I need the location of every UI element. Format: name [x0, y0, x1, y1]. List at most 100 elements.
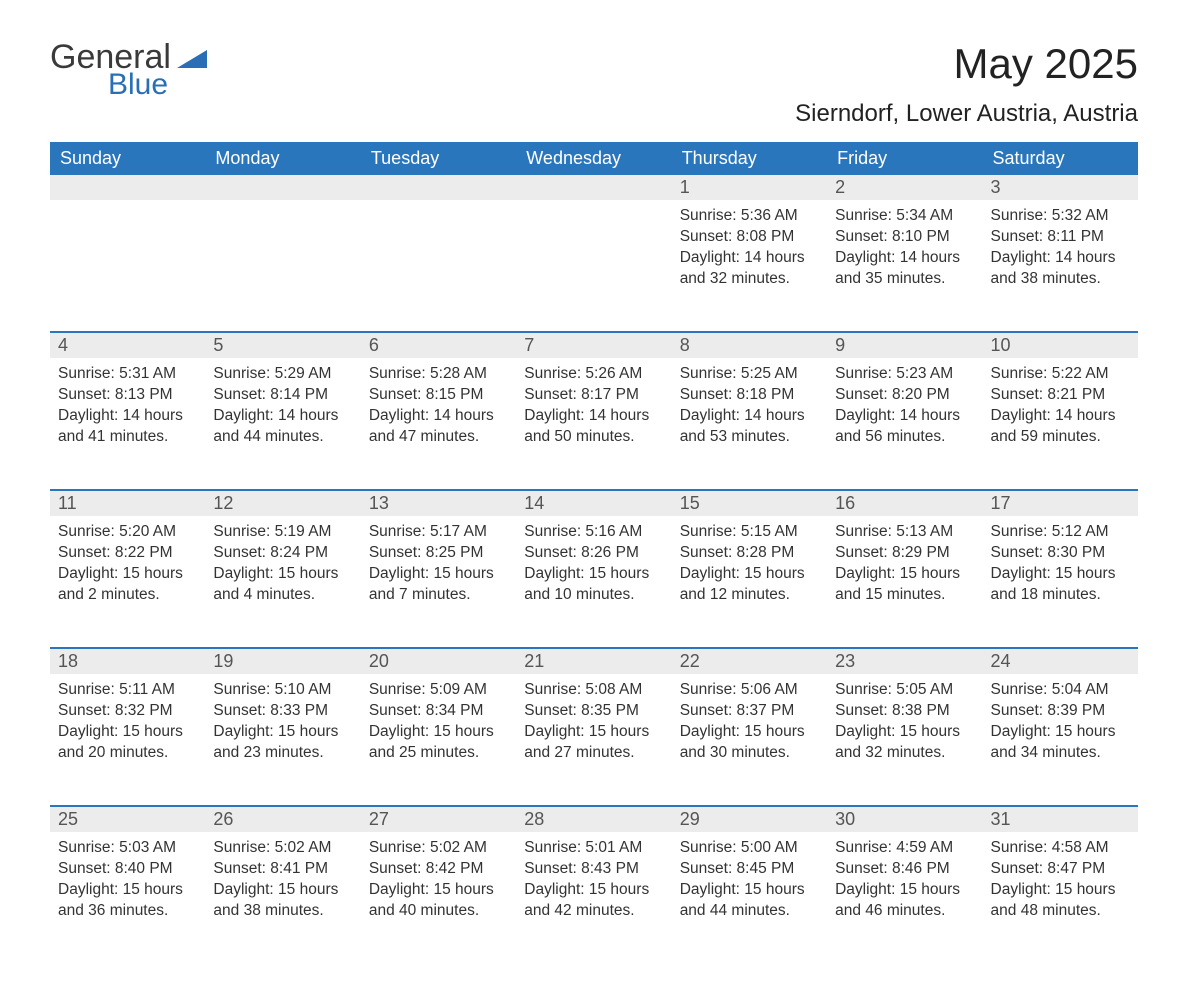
- weekday-header: Saturday: [983, 142, 1138, 175]
- sunset-line: Sunset: 8:14 PM: [213, 385, 352, 406]
- sunset-line: Sunset: 8:42 PM: [369, 859, 508, 880]
- day-content-cell: [516, 200, 671, 332]
- day-content-row: Sunrise: 5:31 AMSunset: 8:13 PM Daylight:…: [50, 358, 1138, 490]
- day-number-row: 11121314151617: [50, 490, 1138, 516]
- sunset-line: Sunset: 8:17 PM: [524, 385, 663, 406]
- day-content-cell: Sunrise: 5:13 AMSunset: 8:29 PMDaylight:…: [827, 516, 982, 648]
- daylight-line2: and 12 minutes.: [680, 585, 819, 606]
- day-content-cell: Sunrise: 5:08 AMSunset: 8:35 PMDaylight:…: [516, 674, 671, 806]
- day-number-cell: 25: [50, 806, 205, 832]
- daylight-line2: and 23 minutes.: [213, 743, 352, 764]
- day-content-cell: Sunrise: 4:59 AMSunset: 8:46 PMDaylight:…: [827, 832, 982, 964]
- sunset-line: Sunset: 8:35 PM: [524, 701, 663, 722]
- day-content-cell: [205, 200, 360, 332]
- sunrise-line: Sunrise: 5:10 AM: [213, 680, 352, 701]
- daylight-line1: Daylight: 14 hours: [835, 406, 974, 427]
- logo-word2: Blue: [108, 68, 171, 102]
- sunset-line: Sunset: 8:43 PM: [524, 859, 663, 880]
- daylight-line1: Daylight: 14 hours: [524, 406, 663, 427]
- day-number-cell: [516, 175, 671, 200]
- daylight-line1: Daylight: 15 hours: [524, 722, 663, 743]
- sunset-line: Sunset: 8:13 PM: [58, 385, 197, 406]
- day-content-cell: Sunrise: 5:28 AMSunset: 8:15 PMDaylight:…: [361, 358, 516, 490]
- sunrise-line: Sunrise: 5:06 AM: [680, 680, 819, 701]
- day-number-cell: 17: [983, 490, 1138, 516]
- day-number-cell: 8: [672, 332, 827, 358]
- day-number-cell: 24: [983, 648, 1138, 674]
- sunset-line: Sunset: 8:18 PM: [680, 385, 819, 406]
- sunrise-line: Sunrise: 5:28 AM: [369, 364, 508, 385]
- sunset-line: Sunset: 8:45 PM: [680, 859, 819, 880]
- day-content-cell: Sunrise: 5:25 AMSunset: 8:18 PMDaylight:…: [672, 358, 827, 490]
- sunset-line: Sunset: 8:33 PM: [213, 701, 352, 722]
- daylight-line1: Daylight: 15 hours: [213, 722, 352, 743]
- day-number-cell: 23: [827, 648, 982, 674]
- daylight-line1: Daylight: 15 hours: [213, 564, 352, 585]
- daylight-line2: and 59 minutes.: [991, 427, 1130, 448]
- day-content-cell: Sunrise: 5:36 AMSunset: 8:08 PMDaylight:…: [672, 200, 827, 332]
- day-content-cell: Sunrise: 5:09 AMSunset: 8:34 PMDaylight:…: [361, 674, 516, 806]
- daylight-line1: Daylight: 15 hours: [369, 564, 508, 585]
- day-number-cell: 15: [672, 490, 827, 516]
- daylight-line2: and 44 minutes.: [680, 901, 819, 922]
- daylight-line1: Daylight: 15 hours: [369, 722, 508, 743]
- daylight-line2: and 40 minutes.: [369, 901, 508, 922]
- weekday-header: Thursday: [672, 142, 827, 175]
- weekday-header: Wednesday: [516, 142, 671, 175]
- sunrise-line: Sunrise: 5:01 AM: [524, 838, 663, 859]
- sunset-line: Sunset: 8:24 PM: [213, 543, 352, 564]
- daylight-line1: Daylight: 15 hours: [524, 564, 663, 585]
- day-content-cell: Sunrise: 5:10 AMSunset: 8:33 PMDaylight:…: [205, 674, 360, 806]
- day-number-cell: 16: [827, 490, 982, 516]
- day-number-cell: 28: [516, 806, 671, 832]
- day-number-cell: 11: [50, 490, 205, 516]
- sunrise-line: Sunrise: 5:16 AM: [524, 522, 663, 543]
- day-content-cell: Sunrise: 5:26 AMSunset: 8:17 PMDaylight:…: [516, 358, 671, 490]
- day-content-cell: Sunrise: 5:29 AMSunset: 8:14 PMDaylight:…: [205, 358, 360, 490]
- daylight-line1: Daylight: 14 hours: [369, 406, 508, 427]
- daylight-line2: and 36 minutes.: [58, 901, 197, 922]
- sunrise-line: Sunrise: 5:34 AM: [835, 206, 974, 227]
- daylight-line1: Daylight: 15 hours: [835, 722, 974, 743]
- sunrise-line: Sunrise: 5:23 AM: [835, 364, 974, 385]
- daylight-line1: Daylight: 15 hours: [991, 880, 1130, 901]
- sunrise-line: Sunrise: 5:11 AM: [58, 680, 197, 701]
- day-content-cell: [361, 200, 516, 332]
- day-content-cell: [50, 200, 205, 332]
- daylight-line2: and 30 minutes.: [680, 743, 819, 764]
- daylight-line2: and 42 minutes.: [524, 901, 663, 922]
- sunrise-line: Sunrise: 5:25 AM: [680, 364, 819, 385]
- sunset-line: Sunset: 8:34 PM: [369, 701, 508, 722]
- day-content-cell: Sunrise: 5:19 AMSunset: 8:24 PMDaylight:…: [205, 516, 360, 648]
- daylight-line1: Daylight: 15 hours: [213, 880, 352, 901]
- logo: General Blue: [50, 40, 207, 102]
- sunrise-line: Sunrise: 5:31 AM: [58, 364, 197, 385]
- daylight-line2: and 10 minutes.: [524, 585, 663, 606]
- weekday-header: Sunday: [50, 142, 205, 175]
- day-number-cell: 26: [205, 806, 360, 832]
- sunrise-line: Sunrise: 5:29 AM: [213, 364, 352, 385]
- day-number-cell: 30: [827, 806, 982, 832]
- daylight-line2: and 4 minutes.: [213, 585, 352, 606]
- day-number-cell: 14: [516, 490, 671, 516]
- sunrise-line: Sunrise: 5:00 AM: [680, 838, 819, 859]
- daylight-line1: Daylight: 15 hours: [369, 880, 508, 901]
- sunrise-line: Sunrise: 5:02 AM: [369, 838, 508, 859]
- day-content-cell: Sunrise: 5:34 AMSunset: 8:10 PMDaylight:…: [827, 200, 982, 332]
- sunset-line: Sunset: 8:47 PM: [991, 859, 1130, 880]
- sunrise-line: Sunrise: 5:19 AM: [213, 522, 352, 543]
- sunset-line: Sunset: 8:41 PM: [213, 859, 352, 880]
- sunset-line: Sunset: 8:46 PM: [835, 859, 974, 880]
- daylight-line2: and 2 minutes.: [58, 585, 197, 606]
- sunset-line: Sunset: 8:38 PM: [835, 701, 974, 722]
- day-number-cell: 18: [50, 648, 205, 674]
- location-subtitle: Sierndorf, Lower Austria, Austria: [795, 100, 1138, 128]
- day-number-cell: 7: [516, 332, 671, 358]
- day-content-cell: Sunrise: 5:05 AMSunset: 8:38 PMDaylight:…: [827, 674, 982, 806]
- day-number-cell: 20: [361, 648, 516, 674]
- sunset-line: Sunset: 8:15 PM: [369, 385, 508, 406]
- sunset-line: Sunset: 8:29 PM: [835, 543, 974, 564]
- daylight-line1: Daylight: 14 hours: [991, 248, 1130, 269]
- day-number-cell: 2: [827, 175, 982, 200]
- daylight-line2: and 48 minutes.: [991, 901, 1130, 922]
